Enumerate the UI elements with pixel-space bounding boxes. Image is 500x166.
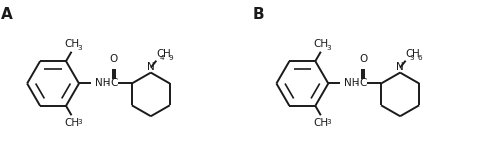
Text: H: H [412,49,420,59]
Text: -: - [354,79,358,88]
Text: O: O [359,54,368,64]
Text: C: C [360,79,367,88]
Text: C: C [406,49,413,59]
Text: 3: 3 [326,119,331,125]
Text: 9: 9 [168,55,173,61]
Text: -: - [105,79,109,88]
Text: 3: 3 [77,45,82,51]
Text: NH: NH [95,79,110,88]
Text: C: C [110,79,118,88]
Text: CH: CH [64,118,80,127]
Text: NH: NH [344,79,360,88]
Text: CH: CH [314,118,328,127]
Text: B: B [252,7,264,22]
Text: CH: CH [64,40,80,49]
Text: CH: CH [314,40,328,49]
Text: 4: 4 [160,55,164,61]
Text: C: C [156,49,164,59]
Text: A: A [1,7,12,22]
Text: N: N [147,62,154,72]
Text: 3: 3 [409,55,414,61]
Text: H: H [163,49,170,59]
Text: 6: 6 [418,55,422,61]
Text: N: N [396,62,404,72]
Text: 3: 3 [77,119,82,125]
Text: O: O [110,54,118,64]
Text: 3: 3 [326,45,331,51]
